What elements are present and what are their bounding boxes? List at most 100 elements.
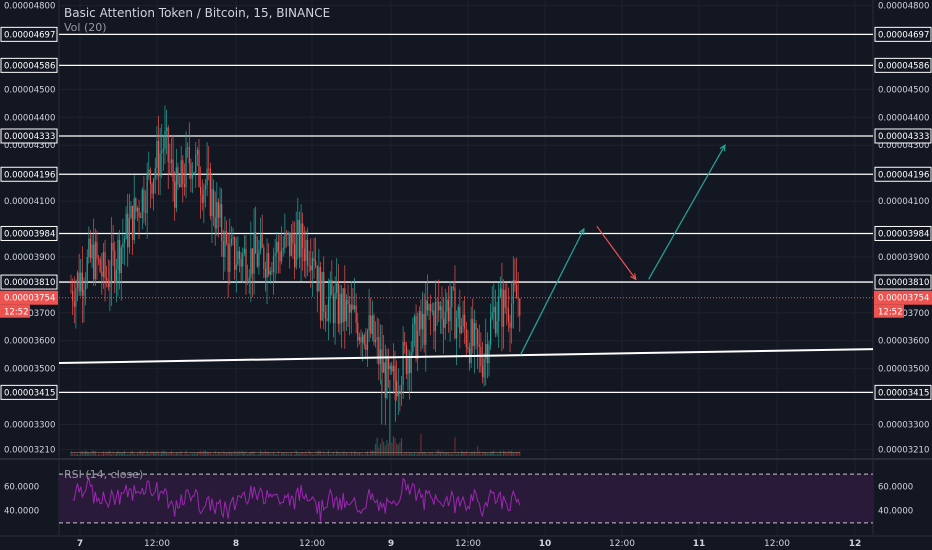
volume-bar [185, 450, 187, 456]
candle-body [485, 343, 487, 359]
candle-body [122, 243, 124, 248]
candle-body [446, 299, 448, 312]
chart-title: Basic Attention Token / Bitcoin, 15, BIN… [64, 6, 331, 20]
volume-bar [182, 454, 184, 456]
candle-body [120, 247, 122, 274]
candle-body [104, 252, 106, 278]
volume-bar [269, 453, 271, 456]
candle-body [483, 358, 485, 378]
volume-bar [501, 454, 503, 456]
volume-bar [428, 452, 430, 456]
volume-bar [498, 454, 500, 456]
volume-bar [157, 451, 160, 456]
candle-body [292, 232, 294, 244]
volume-bar [277, 451, 279, 456]
candle-body [245, 248, 247, 283]
candle-body [88, 238, 90, 258]
volume-bar [383, 441, 385, 456]
volume-bar [368, 454, 370, 456]
volume-bar [211, 454, 213, 456]
volume-bar [193, 452, 195, 456]
volume-bar [174, 453, 176, 456]
volume-bar [242, 450, 244, 456]
volume-bar [485, 452, 487, 456]
volume-bar [493, 450, 495, 456]
volume-bar [410, 453, 412, 456]
left-price-tick: 0.00003500 [4, 365, 55, 375]
candle-body [148, 169, 150, 173]
volume-bar [313, 453, 315, 456]
candle-body [352, 304, 354, 310]
candle-body [146, 172, 148, 213]
level-label-box-right [874, 57, 932, 73]
rsi-tick-right: 40.0000 [878, 507, 913, 517]
left-price-tick: 0.00004100 [4, 197, 55, 207]
candle-body [164, 131, 166, 149]
volume-bar [73, 453, 75, 456]
volume-bar [470, 451, 472, 456]
candle-body [287, 232, 289, 235]
right-price-tick: 0.00004800 [878, 2, 929, 12]
time-tick: 8 [233, 539, 239, 549]
level-label-box-left [0, 384, 58, 400]
volume-bar [371, 450, 373, 456]
current-price-label-left: 0.00003754 [4, 294, 55, 304]
volume-bar [478, 451, 480, 456]
volume-bar [389, 444, 391, 456]
volume-bar [284, 453, 286, 456]
candle-body [439, 306, 441, 311]
candle-body [271, 271, 273, 273]
level-label-right: 0.00004196 [878, 170, 929, 180]
candle-body [128, 218, 130, 248]
candle-body [407, 356, 409, 374]
candle-body [409, 356, 411, 374]
volume-bar [237, 451, 239, 456]
candle-body [130, 205, 132, 219]
candle-body [305, 240, 307, 261]
left-price-tick: 0.00004300 [4, 141, 55, 151]
candle-body [321, 272, 323, 321]
volume-bar [195, 453, 197, 456]
volume-bar [112, 451, 114, 456]
volume-bar [386, 439, 388, 456]
candle-body [224, 231, 226, 257]
candle-body [342, 288, 344, 323]
volume-bar [349, 454, 351, 456]
volume-bar [292, 454, 294, 456]
candle-body [242, 253, 244, 267]
volume-bar [499, 450, 501, 456]
volume-bar [454, 437, 456, 456]
candle-body [247, 281, 249, 283]
candle-body [399, 390, 401, 395]
candle-body [326, 318, 328, 321]
candle-body [358, 337, 360, 341]
candle-body [331, 279, 333, 296]
left-price-tick: 0.00004400 [4, 113, 55, 123]
countdown-box-right [874, 304, 904, 318]
current-price-box-right [874, 290, 932, 305]
candle-body [496, 321, 498, 334]
volume-bar [109, 450, 111, 456]
candle-body [454, 287, 456, 339]
volume-bar [344, 451, 346, 456]
volume-bar [357, 453, 359, 456]
candle-body [212, 189, 215, 218]
candle-body [481, 366, 484, 378]
candle-body [345, 299, 348, 322]
candle-body [363, 335, 365, 345]
volume-bar [99, 454, 101, 456]
volume-bar [122, 452, 124, 456]
volume-bar [315, 453, 317, 456]
candle-body [349, 304, 351, 313]
candle-body [114, 250, 116, 284]
candle-body [371, 315, 373, 334]
volume-bar [305, 451, 307, 456]
candle-body [470, 318, 472, 364]
candle-body [360, 337, 362, 343]
candle-body [404, 341, 406, 346]
volume-bar [203, 450, 205, 456]
candle-body [284, 232, 286, 248]
volume-bar [268, 451, 270, 456]
candle-body [397, 390, 399, 397]
